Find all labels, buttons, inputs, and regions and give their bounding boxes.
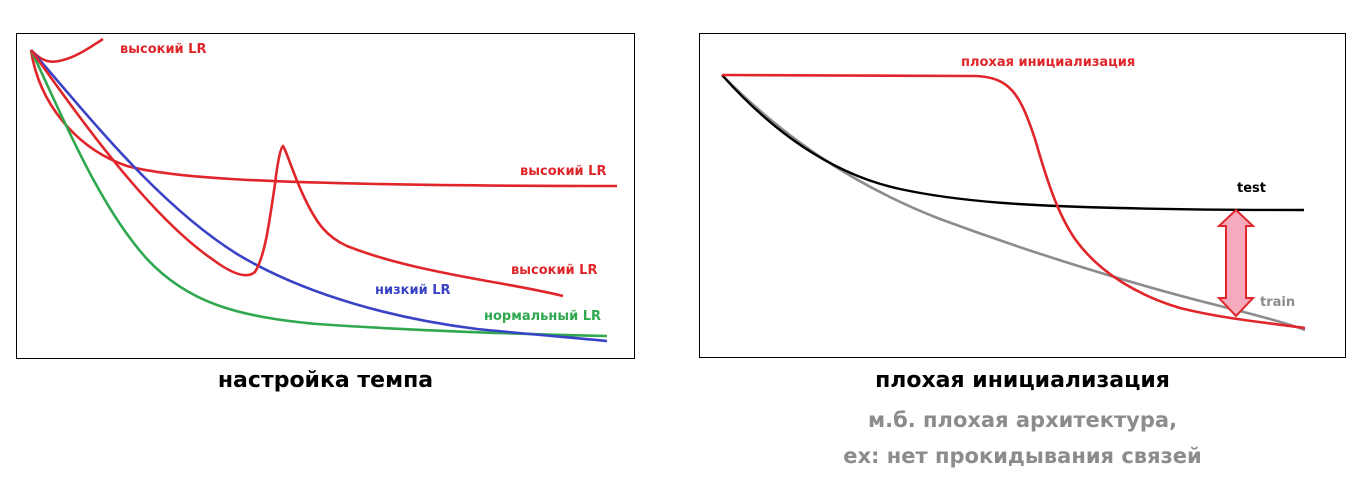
curve-bad-init	[721, 73, 1306, 330]
curve-test	[721, 74, 1305, 212]
curve-high-lr-spike	[29, 49, 564, 298]
label-high-lr-divergent: высокий LR	[120, 42, 206, 57]
learning-rate-plot: высокий LR высокий LR высокий LR низкий …	[29, 37, 618, 343]
label-low-lr: низкий LR	[375, 283, 451, 298]
bad-init-plot: плохая инициализация test train	[721, 55, 1306, 332]
label-test: test	[1237, 181, 1266, 196]
label-high-lr-plateau: высокий LR	[520, 164, 606, 179]
label-bad-init: плохая инициализация	[961, 55, 1135, 70]
label-normal-lr: нормальный LR	[484, 309, 601, 324]
caption-learning-rate: настройка темпа	[217, 368, 434, 393]
curve-high-lr-plateau	[29, 49, 618, 188]
chart-panel-learning-rate: высокий LR высокий LR высокий LR низкий …	[16, 33, 635, 359]
gap-arrow	[1216, 208, 1256, 318]
label-train: train	[1260, 295, 1295, 310]
caption-bad-init-subtitle-1: м.б. плохая архитектура,	[867, 408, 1178, 432]
label-high-lr-spike: высокий LR	[511, 263, 597, 278]
caption-bad-init-title: плохая инициализация	[875, 368, 1170, 393]
curve-high-lr-divergent	[30, 37, 104, 63]
curve-train	[721, 74, 1306, 332]
curve-low-lr	[30, 49, 608, 343]
curve-normal-lr	[29, 49, 608, 338]
caption-bad-init-subtitle-2: ex: нет прокидывания связей	[843, 444, 1202, 468]
chart-panel-bad-init: плохая инициализация test train	[699, 33, 1346, 358]
